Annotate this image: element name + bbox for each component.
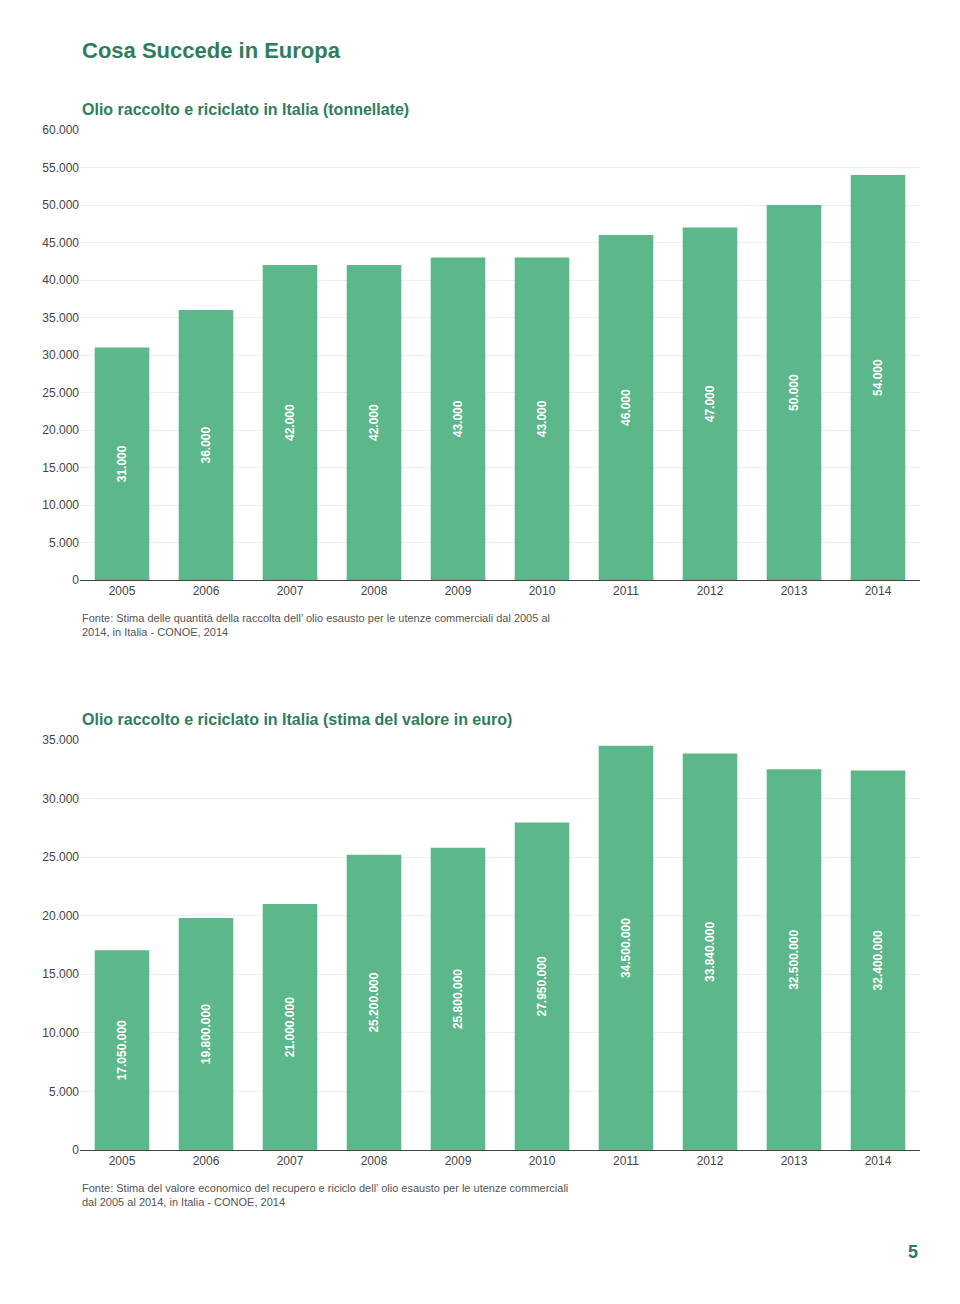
svg-text:27.950.000: 27.950.000 xyxy=(535,956,549,1016)
svg-text:20.000: 20.000 xyxy=(42,423,79,437)
svg-text:Fonte: Stima del valore econom: Fonte: Stima del valore economico del re… xyxy=(82,1182,568,1208)
svg-text:2011: 2011 xyxy=(613,584,639,598)
svg-text:Olio raccolto e riciclato in I: Olio raccolto e riciclato in Italia (ton… xyxy=(82,101,409,118)
svg-text:32.400.000: 32.400.000 xyxy=(871,930,885,990)
svg-text:2009: 2009 xyxy=(445,584,472,598)
svg-text:Olio raccolto e riciclato in I: Olio raccolto e riciclato in Italia (sti… xyxy=(82,711,512,728)
svg-text:17.050.000: 17.050.000 xyxy=(115,1020,129,1080)
svg-text:2006: 2006 xyxy=(193,1154,220,1168)
svg-text:2012: 2012 xyxy=(697,1154,724,1168)
svg-text:2009: 2009 xyxy=(445,1154,472,1168)
svg-text:2006: 2006 xyxy=(193,584,220,598)
svg-text:50.000: 50.000 xyxy=(42,198,79,212)
svg-text:10.000: 10.000 xyxy=(42,498,79,512)
svg-text:2012: 2012 xyxy=(697,584,724,598)
svg-text:2007: 2007 xyxy=(277,584,304,598)
svg-text:5.000: 5.000 xyxy=(49,1085,79,1099)
svg-text:2013: 2013 xyxy=(781,584,808,598)
svg-text:2014: 2014 xyxy=(865,584,892,598)
svg-text:25.000: 25.000 xyxy=(42,386,79,400)
svg-text:30.000: 30.000 xyxy=(42,792,79,806)
svg-text:2005: 2005 xyxy=(109,1154,136,1168)
svg-text:0: 0 xyxy=(72,1143,79,1157)
svg-text:60.000: 60.000 xyxy=(42,123,79,137)
svg-text:19.800.000: 19.800.000 xyxy=(199,1004,213,1064)
svg-text:55.000: 55.000 xyxy=(42,161,79,175)
svg-text:10.000: 10.000 xyxy=(42,1026,79,1040)
svg-text:2005: 2005 xyxy=(109,584,136,598)
svg-text:42.000: 42.000 xyxy=(367,404,381,441)
svg-text:50.000: 50.000 xyxy=(787,374,801,411)
svg-text:5: 5 xyxy=(908,1242,918,1262)
svg-text:2011: 2011 xyxy=(613,1154,639,1168)
svg-text:25.000: 25.000 xyxy=(42,850,79,864)
svg-text:45.000: 45.000 xyxy=(42,236,79,250)
svg-text:25.800.000: 25.800.000 xyxy=(451,969,465,1029)
svg-text:30.000: 30.000 xyxy=(42,348,79,362)
svg-text:25.200.000: 25.200.000 xyxy=(367,972,381,1032)
svg-text:2010: 2010 xyxy=(529,584,556,598)
svg-text:33.840.000: 33.840.000 xyxy=(703,922,717,982)
svg-text:2010: 2010 xyxy=(529,1154,556,1168)
svg-text:Cosa Succede in Europa: Cosa Succede in Europa xyxy=(82,38,341,63)
svg-text:35.000: 35.000 xyxy=(42,733,79,747)
svg-text:2014: 2014 xyxy=(865,1154,892,1168)
svg-text:54.000: 54.000 xyxy=(871,359,885,396)
svg-text:32.500.000: 32.500.000 xyxy=(787,929,801,989)
svg-text:15.000: 15.000 xyxy=(42,967,79,981)
svg-text:40.000: 40.000 xyxy=(42,273,79,287)
svg-text:46.000: 46.000 xyxy=(619,389,633,426)
svg-text:2008: 2008 xyxy=(361,584,388,598)
svg-text:Fonte: Stima delle quantità de: Fonte: Stima delle quantità della raccol… xyxy=(82,612,550,638)
svg-text:20.000: 20.000 xyxy=(42,909,79,923)
svg-text:2008: 2008 xyxy=(361,1154,388,1168)
svg-text:2013: 2013 xyxy=(781,1154,808,1168)
svg-text:36.000: 36.000 xyxy=(199,426,213,463)
svg-text:34.500.000: 34.500.000 xyxy=(619,918,633,978)
svg-text:42.000: 42.000 xyxy=(283,404,297,441)
svg-text:43.000: 43.000 xyxy=(451,400,465,437)
svg-text:21.000.000: 21.000.000 xyxy=(283,997,297,1057)
svg-text:2007: 2007 xyxy=(277,1154,304,1168)
svg-text:5.000: 5.000 xyxy=(49,536,79,550)
svg-text:35.000: 35.000 xyxy=(42,311,79,325)
svg-text:43.000: 43.000 xyxy=(535,400,549,437)
svg-text:31.000: 31.000 xyxy=(115,445,129,482)
svg-text:47.000: 47.000 xyxy=(703,385,717,422)
svg-text:0: 0 xyxy=(72,573,79,587)
svg-text:15.000: 15.000 xyxy=(42,461,79,475)
